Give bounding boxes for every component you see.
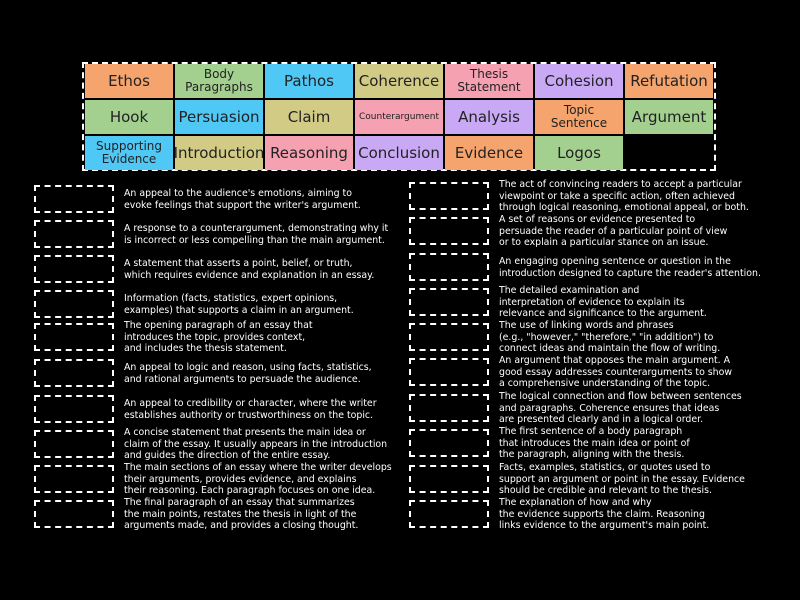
- definition-text: The opening paragraph of an essay that i…: [124, 320, 313, 355]
- definition-text: Information (facts, statistics, expert o…: [124, 293, 354, 316]
- tile-hook[interactable]: Hook: [85, 100, 173, 134]
- tile-claim[interactable]: Claim: [265, 100, 353, 134]
- definition-text: The detailed examination and interpretat…: [499, 285, 707, 320]
- definition-text: The use of linking words and phrases (e.…: [499, 320, 721, 355]
- drop-slot[interactable]: [409, 217, 489, 245]
- drop-slot[interactable]: [409, 394, 489, 422]
- definition-text: A concise statement that presents the ma…: [124, 427, 388, 462]
- definition-text: An appeal to logic and reason, using fac…: [124, 362, 372, 385]
- definition-text: The final paragraph of an essay that sum…: [124, 497, 359, 532]
- tile-cohesion[interactable]: Cohesion: [535, 64, 623, 98]
- drop-slot[interactable]: [34, 323, 114, 351]
- definition-text: A statement that asserts a point, belief…: [124, 258, 375, 281]
- definition-text: A response to a counterargument, demonst…: [124, 223, 389, 246]
- tile-introduction[interactable]: Introduction: [174, 136, 264, 170]
- definition-text: The explanation of how and why the evide…: [499, 497, 710, 532]
- definition-text: The first sentence of a body paragraph t…: [499, 426, 690, 461]
- drop-slot[interactable]: [34, 430, 114, 458]
- drop-slot[interactable]: [409, 358, 489, 386]
- tile-reasoning[interactable]: Reasoning: [265, 136, 353, 170]
- drop-slot[interactable]: [34, 220, 114, 248]
- drop-slot[interactable]: [409, 288, 489, 316]
- definition-text: An appeal to credibility or character, w…: [124, 398, 377, 421]
- drop-slot[interactable]: [409, 500, 489, 528]
- tile-ethos[interactable]: Ethos: [85, 64, 173, 98]
- drop-slot[interactable]: [34, 500, 114, 528]
- tile-body-paragraphs[interactable]: Body Paragraphs: [175, 64, 263, 98]
- tile-argument[interactable]: Argument: [625, 100, 713, 134]
- drop-slot[interactable]: [409, 465, 489, 493]
- drop-slot[interactable]: [34, 395, 114, 423]
- tile-thesis-statement[interactable]: Thesis Statement: [445, 64, 533, 98]
- definition-text: Facts, examples, statistics, or quotes u…: [499, 462, 745, 497]
- tile-pathos[interactable]: Pathos: [265, 64, 353, 98]
- tile-topic-sentence[interactable]: Topic Sentence: [535, 100, 623, 134]
- drop-slot[interactable]: [34, 185, 114, 213]
- tile-conclusion[interactable]: Conclusion: [355, 136, 443, 170]
- tile-evidence[interactable]: Evidence: [445, 136, 533, 170]
- drop-slot[interactable]: [34, 465, 114, 493]
- tile-persuasion[interactable]: Persuasion: [175, 100, 263, 134]
- drop-slot[interactable]: [34, 290, 114, 318]
- drop-slot[interactable]: [409, 429, 489, 457]
- definition-text: The logical connection and flow between …: [499, 391, 742, 426]
- definition-text: An argument that opposes the main argume…: [499, 355, 733, 390]
- tile-analysis[interactable]: Analysis: [445, 100, 533, 134]
- tile-supporting-evidence[interactable]: Supporting Evidence: [85, 136, 173, 170]
- drop-slot[interactable]: [409, 182, 489, 210]
- drop-slot[interactable]: [409, 323, 489, 351]
- tile-coherence[interactable]: Coherence: [355, 64, 443, 98]
- definition-text: An appeal to the audience's emotions, ai…: [124, 188, 361, 211]
- drop-slot[interactable]: [34, 359, 114, 387]
- definition-text: The main sections of an essay where the …: [124, 462, 392, 497]
- answer-tiles-tray: Ethos Body Paragraphs Pathos Coherence Thesi…: [82, 62, 716, 171]
- definition-text: A set of reasons or evidence presented t…: [499, 214, 728, 249]
- tile-logos[interactable]: Logos: [535, 136, 623, 170]
- tile-refutation[interactable]: Refutation: [625, 64, 713, 98]
- definition-text: An engaging opening sentence or question…: [499, 256, 761, 279]
- tile-counterargument[interactable]: Counterargument: [355, 100, 443, 134]
- drop-slot[interactable]: [409, 253, 489, 281]
- drop-slot[interactable]: [34, 255, 114, 283]
- definition-text: The act of convincing readers to accept …: [499, 179, 749, 214]
